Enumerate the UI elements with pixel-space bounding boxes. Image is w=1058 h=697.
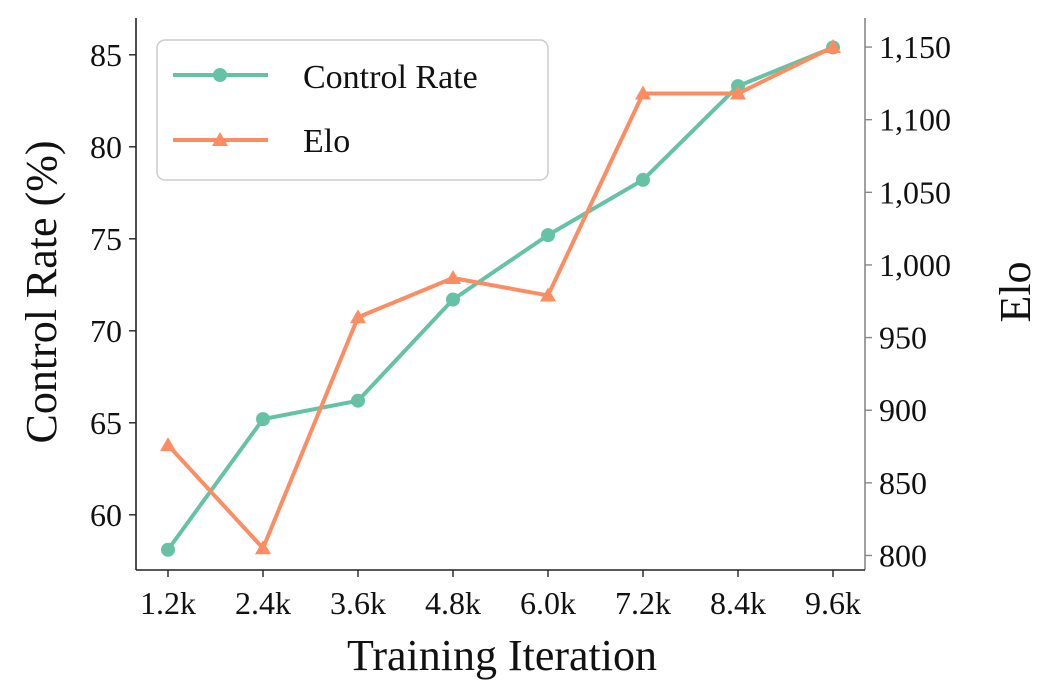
x-tick-label: 7.2k	[615, 585, 671, 621]
legend-marker-elo	[212, 132, 228, 146]
data-point-control-rate	[541, 228, 555, 243]
x-axis-title: Training Iteration	[347, 631, 657, 680]
right-y-axis-title: Elo	[991, 261, 1040, 322]
right-y-tick-label: 1,000	[879, 247, 951, 283]
legend-marker-control-rate	[213, 68, 227, 82]
data-point-elo	[730, 85, 746, 100]
data-point-control-rate	[446, 292, 460, 307]
data-point-control-rate	[256, 412, 270, 427]
data-point-elo	[160, 437, 176, 452]
data-point-elo	[445, 270, 461, 285]
x-tick-label: 9.6k	[805, 585, 861, 621]
series-line-elo	[166, 45, 834, 551]
data-point-control-rate	[636, 172, 650, 187]
x-tick-label: 3.6k	[330, 585, 386, 621]
left-y-tick-label: 70	[90, 313, 122, 349]
right-y-tick-label: 850	[879, 465, 927, 501]
right-y-tick-label: 1,050	[879, 174, 951, 210]
right-y-tick-label: 1,150	[879, 29, 951, 65]
axes	[129, 18, 872, 577]
right-y-tick-label: 1,100	[879, 102, 951, 138]
left-y-axis-title: Control Rate (%)	[17, 140, 66, 443]
legend-label-control-rate: Control Rate	[303, 59, 478, 96]
left-y-tick-label: 60	[90, 497, 122, 533]
left-y-tick-label: 80	[90, 129, 122, 165]
data-point-control-rate	[351, 393, 365, 408]
series-line-control-rate	[166, 45, 834, 551]
data-point-elo	[825, 39, 841, 54]
x-tick-label: 1.2k	[140, 585, 196, 621]
legend: Control Rate Elo	[156, 39, 549, 181]
data-point-elo	[255, 540, 271, 555]
x-tick-label: 4.8k	[425, 585, 481, 621]
x-tick-label: 6.0k	[520, 585, 576, 621]
data-point-elo	[350, 309, 366, 324]
right-y-tick-label: 950	[879, 320, 927, 356]
x-tick-label: 8.4k	[710, 585, 766, 621]
left-y-tick-label: 75	[90, 221, 122, 257]
x-tick-label: 2.4k	[235, 585, 291, 621]
right-y-tick-label: 800	[879, 537, 927, 573]
left-y-tick-label: 65	[90, 405, 122, 441]
series-layer	[160, 39, 841, 557]
tick-labels: 1.2k 2.4k 3.6k 4.8k 6.0k 7.2k 8.4k 9.6k 60 65 70 75…	[90, 29, 951, 621]
data-point-elo	[635, 85, 651, 100]
data-point-control-rate	[161, 542, 175, 557]
left-y-tick-label: 85	[90, 37, 122, 73]
legend-label-elo: Elo	[303, 123, 350, 160]
data-point-elo	[540, 287, 556, 302]
right-y-tick-label: 900	[879, 392, 927, 428]
